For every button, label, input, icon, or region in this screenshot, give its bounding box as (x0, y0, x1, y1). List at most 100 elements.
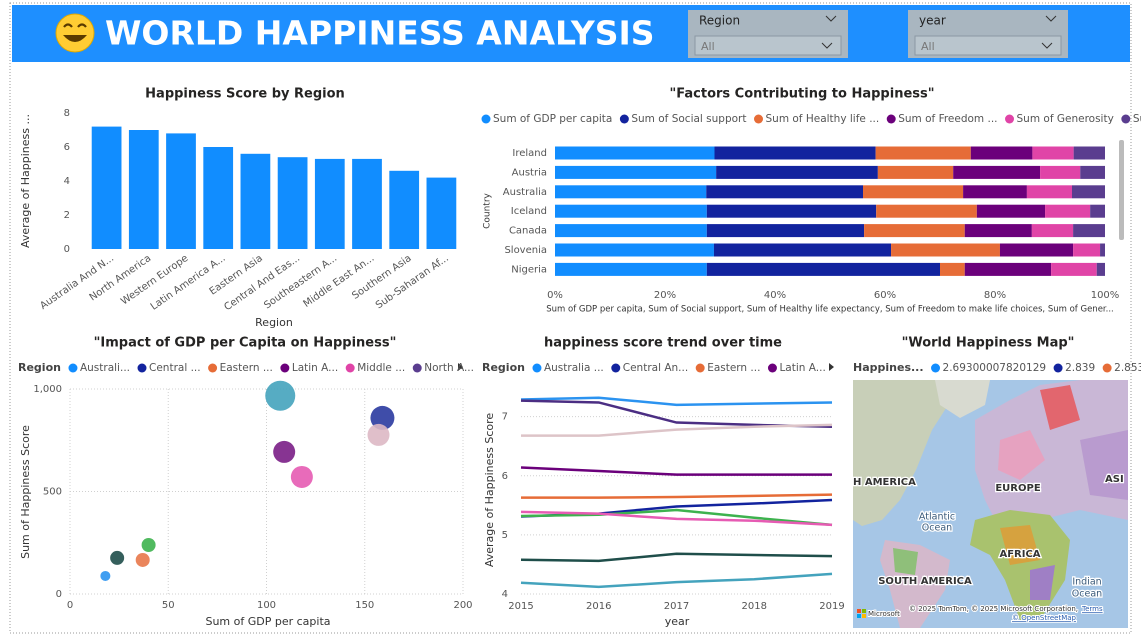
bar-segment (706, 185, 863, 199)
y-tick-label: 8 (64, 108, 70, 119)
line (520, 572, 833, 589)
legend-marker (619, 114, 629, 124)
bar (203, 147, 234, 249)
legend-label: Sum of Perce... (1133, 113, 1141, 125)
legend-next[interactable] (458, 363, 463, 371)
bubble (100, 570, 111, 581)
y-axis-title: Average of Happiness ... (19, 114, 32, 248)
y-tick-label: Canada (509, 226, 547, 237)
x-tick-label: 2016 (586, 601, 611, 612)
y-tick-label: Austria (512, 167, 547, 178)
x-tick-label: 2017 (664, 601, 689, 612)
map-label: Indian (1072, 577, 1101, 588)
legend-title: Region (482, 361, 525, 374)
y-tick-label: Nigeria (511, 264, 547, 275)
legend-label: Australia ... (544, 362, 604, 374)
bar-segment (706, 262, 940, 276)
map-attribution: Terms (1081, 605, 1103, 613)
map-label: Atlantic (919, 512, 955, 523)
map-label: AFRICA (999, 549, 1040, 560)
legend-label: 2.839 (1065, 362, 1095, 374)
legend-label: Latin A... (292, 362, 338, 374)
legend-label: Sum of Generosity (1017, 113, 1114, 125)
legend-marker (754, 114, 763, 124)
y-tick-label: 1,000 (33, 384, 62, 395)
slicer-label: Region (699, 14, 740, 28)
bar-segment (555, 185, 707, 199)
bar-segment (1090, 204, 1105, 218)
map-label: EUROPE (995, 483, 1040, 494)
x-tick-label: 2015 (508, 601, 533, 612)
header-title: WORLD HAPPINESS ANALYSIS (105, 14, 655, 53)
bar (389, 170, 420, 249)
scrollbar[interactable] (1119, 140, 1124, 240)
bar-segment (976, 204, 1046, 218)
legend-marker (695, 363, 705, 373)
bar-segment (1031, 224, 1074, 238)
legend-marker (345, 363, 355, 373)
bar-segment (555, 165, 717, 179)
bar-segment (706, 224, 865, 238)
slicer-value: All (701, 40, 715, 53)
chart-title: "World Happiness Map" (902, 336, 1075, 351)
bubble (141, 538, 156, 553)
legend-title: Happines... (853, 361, 924, 374)
bar-segment (963, 185, 1027, 199)
y-tick-label: 5 (502, 530, 508, 541)
bar-segment (555, 204, 707, 218)
legend-next[interactable] (829, 363, 834, 371)
slicer[interactable]: year All (908, 10, 1068, 58)
bar (91, 126, 122, 249)
bar-segment (1096, 262, 1105, 276)
legend-label: Latin A... (779, 362, 825, 374)
x-tick-label: 0 (67, 600, 73, 611)
bar-segment (555, 224, 707, 238)
x-tick-label: 40% (764, 290, 786, 301)
bar-segment (716, 165, 878, 179)
x-tick-label: 150 (355, 600, 374, 611)
bar-segment (555, 262, 707, 276)
bar-segment (1040, 165, 1081, 179)
bar (426, 177, 457, 249)
x-tick-label: 80% (984, 290, 1006, 301)
y-tick-label: 2 (64, 210, 70, 221)
bar-segment (706, 204, 877, 218)
map-attribution: Microsoft (868, 610, 900, 618)
map-label: Ocean (922, 523, 952, 534)
legend-marker (68, 363, 78, 373)
x-axis-title: Sum of GDP per capita, Sum of Social sup… (546, 305, 1114, 315)
legend-marker (931, 363, 941, 373)
x-axis-title: year (665, 615, 690, 628)
legend-label: 2.853 (1114, 362, 1141, 374)
bar (352, 158, 382, 249)
x-tick-label: 0% (547, 290, 563, 301)
x-tick-label: 2019 (819, 601, 844, 612)
legend-label: Sum of Freedom ... (898, 113, 997, 125)
slicer[interactable]: Region All (688, 10, 848, 58)
bar (277, 157, 308, 249)
bar-segment (1073, 243, 1101, 257)
legend-marker (767, 363, 777, 373)
legend-label: Sum of Social support (631, 113, 746, 125)
y-tick-label: 500 (43, 487, 62, 498)
legend-marker (208, 363, 218, 373)
line (520, 466, 832, 476)
legend-marker (1005, 114, 1015, 124)
bubble (367, 423, 390, 446)
line (520, 508, 833, 527)
bar-segment (1045, 204, 1091, 218)
line (520, 396, 833, 407)
bar-segment (875, 146, 971, 160)
legend-marker (1121, 114, 1131, 124)
y-tick-label: 7 (502, 412, 508, 423)
bar-segment (863, 185, 964, 199)
y-axis-title: Average of Happiness Score (483, 413, 496, 568)
line (520, 510, 833, 527)
y-tick-label: Australia (503, 187, 547, 198)
map-label: SOUTH AMERICA (878, 576, 972, 587)
legend-marker (886, 114, 896, 124)
y-tick-label: 6 (64, 142, 70, 153)
map-label: Ocean (1072, 589, 1102, 600)
map-label: ASI (1105, 474, 1124, 485)
